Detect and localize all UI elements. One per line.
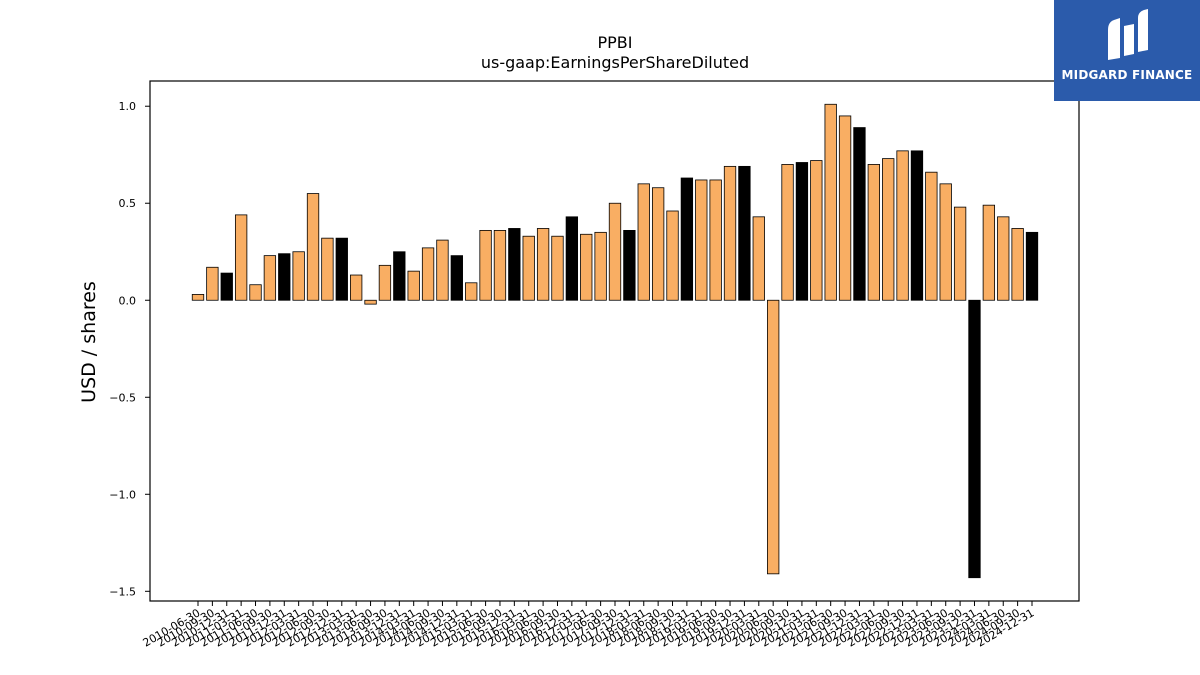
bar [953,206,967,301]
plot-frame [149,80,1080,602]
bar [350,274,363,301]
bar [292,251,305,301]
x-axis: 2010-06-302010-09-302010-12-312011-03-31… [141,601,1037,650]
bar [810,160,823,301]
bar [465,282,478,301]
bar [407,270,420,301]
bar [982,204,996,301]
bar [335,237,348,301]
bar [781,164,794,301]
bar [680,177,694,301]
bar [306,193,320,301]
bar [522,235,535,301]
logo-mark-icon [1108,9,1148,60]
brand-logo: MIDGARD FINANCE [1054,0,1200,101]
bar [997,216,1010,301]
bar [580,233,593,301]
bar [450,255,463,301]
bar [206,266,219,301]
bar [723,165,737,301]
bar [479,229,492,301]
bar [321,237,334,301]
bar [378,264,392,301]
bar [1025,231,1039,301]
y-tick-label: 0.0 [119,294,137,307]
y-axis: 1.0 0.5 0.0 −0.5 −1.0 −1.5 [109,100,150,598]
bar [421,247,435,301]
brand-name: MIDGARD FINANCE [1061,68,1193,82]
bar [508,228,521,301]
y-tick-label: −0.5 [109,391,136,404]
bar [565,216,579,301]
y-tick-label: −1.5 [109,585,136,598]
bar-series [191,103,1039,579]
bar [637,183,650,301]
bar [896,150,909,301]
bar [709,179,722,301]
bar [925,171,938,301]
bar [968,299,981,579]
bar [551,235,564,301]
bar [493,229,507,301]
bar [393,251,406,301]
bar [191,294,205,301]
y-axis-label: USD / shares [78,281,100,403]
bar [249,284,262,301]
bar [752,216,765,301]
bar [853,127,866,301]
bar [939,183,952,301]
bar [695,179,708,301]
chart-title: PPBI [598,33,633,52]
chart-subtitle: us-gaap:EarningsPerShareDiluted [481,53,749,72]
bar [666,210,679,301]
y-tick-label: 1.0 [119,100,137,113]
bar [767,299,780,575]
bar [651,187,665,301]
bar [436,239,449,301]
bar [536,228,550,301]
bar [1011,228,1024,301]
bar [234,214,248,301]
bar [594,231,607,301]
bar [867,164,880,301]
y-tick-label: 0.5 [119,197,137,210]
bar [838,115,852,301]
bar [364,299,377,305]
bar [795,162,809,301]
bar [882,158,895,301]
bar [278,253,291,301]
bar [220,272,233,301]
bar [623,229,636,301]
bar [608,202,622,301]
bar [910,150,924,301]
bar [263,255,277,301]
y-tick-label: −1.0 [109,488,136,501]
bar [824,103,837,301]
bar [738,165,751,301]
